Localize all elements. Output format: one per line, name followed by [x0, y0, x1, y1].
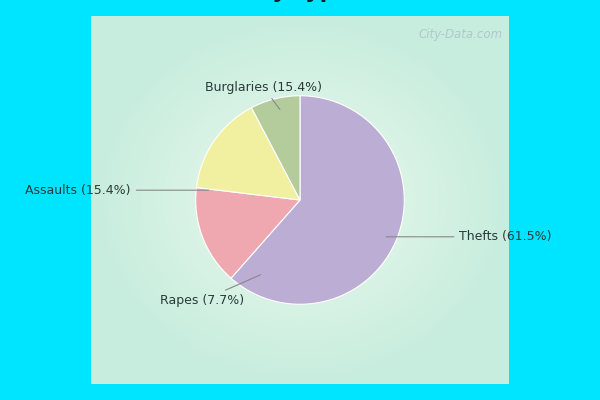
Text: Burglaries (15.4%): Burglaries (15.4%)	[205, 81, 322, 110]
Text: City-Data.com: City-Data.com	[418, 28, 502, 41]
Text: Thefts (61.5%): Thefts (61.5%)	[386, 230, 552, 243]
Wedge shape	[251, 96, 300, 200]
Wedge shape	[196, 108, 300, 200]
Wedge shape	[231, 96, 404, 304]
Wedge shape	[196, 188, 300, 278]
Text: Assaults (15.4%): Assaults (15.4%)	[25, 184, 209, 197]
Text: Rapes (7.7%): Rapes (7.7%)	[160, 275, 260, 307]
Title: Crimes by type - 2016: Crimes by type - 2016	[162, 0, 438, 2]
